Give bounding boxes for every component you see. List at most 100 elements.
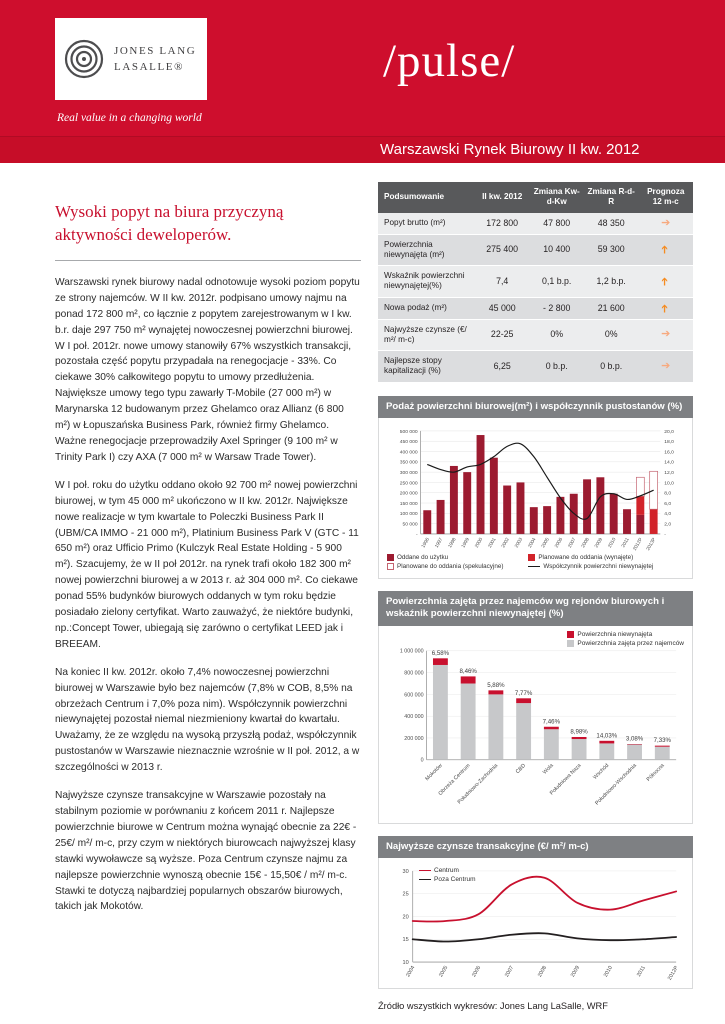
- svg-text:20: 20: [403, 915, 409, 921]
- svg-text:12,0: 12,0: [664, 470, 674, 476]
- svg-text:2007: 2007: [504, 965, 515, 978]
- summary-header-cell: Zmiana R-d-R: [583, 182, 639, 213]
- legend-label: Oddane do użytku: [397, 553, 449, 561]
- svg-text:7,77%: 7,77%: [515, 690, 533, 697]
- svg-text:2005: 2005: [540, 537, 551, 549]
- svg-text:-: -: [416, 533, 418, 538]
- summary-cell: Powierzchnia niewynajęta (m²): [378, 234, 475, 266]
- article-paragraph: W I poł. roku do użytku oddano około 92 …: [55, 479, 359, 650]
- legend-item: Powierzchnia niewynajęta: [567, 630, 684, 638]
- svg-text:CBD: CBD: [515, 762, 527, 774]
- rents-chart-block: Najwyższe czynsze transakcyjne (€/ m²/ m…: [378, 835, 693, 990]
- svg-text:Wschód: Wschód: [592, 763, 610, 781]
- svg-text:200 000: 200 000: [400, 491, 418, 497]
- rents-chart: 10 15 20 25 30 2004 2005 2006 2007 2008 2009 2010 20…: [378, 858, 693, 990]
- summary-row: Nowa podaż (m²) 45 000- 2 800 21 600 ➔: [378, 297, 693, 320]
- rents-chart-title: Najwyższe czynsze transakcyjne (€/ m²/ m…: [378, 835, 693, 859]
- source-note: Źródło wszystkich wykresów: Jones Lang L…: [378, 1001, 608, 1012]
- svg-text:2012P: 2012P: [632, 537, 644, 552]
- svg-text:Mokotów: Mokotów: [424, 762, 443, 781]
- svg-text:2,0: 2,0: [664, 521, 671, 527]
- article-paragraph: Warszawski rynek biurowy nadal odnotowuj…: [55, 276, 360, 463]
- legend-swatch-icon: [419, 870, 431, 872]
- svg-text:2001: 2001: [487, 537, 498, 549]
- svg-text:2011: 2011: [636, 965, 647, 978]
- forecast-arrow-right-icon: ➔: [661, 359, 671, 372]
- svg-text:400 000: 400 000: [404, 714, 423, 720]
- svg-text:100 000: 100 000: [400, 511, 418, 517]
- svg-text:200 000: 200 000: [404, 736, 423, 742]
- rents-chart-legend: Centrum Poza Centrum: [419, 867, 476, 885]
- summary-header-cell: II kw. 2012: [474, 182, 530, 213]
- svg-text:1 000 000: 1 000 000: [400, 648, 424, 654]
- svg-text:2004: 2004: [405, 965, 416, 978]
- svg-text:50 000: 50 000: [403, 521, 418, 527]
- forecast-arrow-up-icon: ➔: [659, 276, 672, 286]
- summary-forecast-cell: ➔: [638, 297, 693, 320]
- svg-text:2005: 2005: [438, 965, 449, 978]
- svg-text:450 000: 450 000: [400, 439, 418, 445]
- summary-cell: 48 350: [583, 212, 639, 235]
- summary-cell: 0%: [529, 319, 584, 351]
- summary-header-row: Podsumowanie II kw. 2012 Zmiana Kw-d-Kw Zmi…: [378, 182, 693, 213]
- summary-cell: 0 b.p.: [529, 350, 584, 383]
- summary-header-cell: Zmiana Kw-d-Kw: [529, 182, 584, 213]
- summary-row: Najwyższe czynsze (€/ m²/ m-c) 22-25 0% 0% ➔: [378, 319, 693, 351]
- summary-cell: 0,1 b.p.: [529, 265, 584, 298]
- article-paragraph: Najwyższe czynsze transakcyjne w Warszaw…: [55, 790, 357, 913]
- report-title: Warszawski Rynek Biurowy II kw. 2012: [380, 141, 640, 158]
- svg-text:350 000: 350 000: [400, 460, 418, 466]
- svg-text:1998: 1998: [447, 537, 458, 549]
- svg-text:Północna: Północna: [646, 763, 666, 783]
- summary-cell: 0 b.p.: [583, 350, 639, 383]
- svg-text:15: 15: [403, 938, 409, 944]
- brand-tagline: Real value in a changing world: [57, 112, 202, 124]
- summary-header-cell: Podsumowanie: [378, 182, 475, 213]
- summary-cell: 45 000: [474, 297, 530, 320]
- svg-text:25: 25: [403, 892, 409, 898]
- supply-vacancy-chart-svg: - 50 000 100 000 150 000 200 000 250 000 300 0…: [400, 429, 674, 552]
- legend-label: Powierzchnia niewynajęta: [577, 630, 653, 638]
- legend-label: Poza Centrum: [434, 876, 476, 884]
- svg-text:6,58%: 6,58%: [432, 650, 450, 657]
- legend-swatch-icon: [528, 553, 536, 561]
- article-paragraph: Na koniec II kw. 2012r. około 7,4% nowoc…: [55, 666, 360, 774]
- svg-text:2002: 2002: [500, 537, 511, 549]
- svg-text:2009: 2009: [594, 537, 605, 549]
- svg-text:1996: 1996: [420, 537, 431, 549]
- jll-logo-line1: JONES LANG: [114, 44, 197, 57]
- svg-text:2000: 2000: [474, 537, 485, 549]
- svg-text:250 000: 250 000: [400, 480, 418, 486]
- svg-text:2006: 2006: [471, 965, 482, 978]
- summary-forecast-cell: ➔: [638, 234, 693, 266]
- summary-cell: 21 600: [583, 297, 639, 320]
- svg-text:2008: 2008: [580, 537, 591, 549]
- jll-logo-mark: [64, 39, 104, 79]
- svg-text:150 000: 150 000: [400, 501, 418, 507]
- article-headline: Wysoki popyt na biura przyczyną aktywnoś…: [55, 202, 284, 245]
- summary-cell: 59 300: [583, 234, 639, 266]
- svg-text:2007: 2007: [567, 537, 578, 549]
- svg-text:10,0: 10,0: [664, 480, 674, 486]
- summary-cell: 22-25: [474, 319, 530, 351]
- legend-item: Oddane do użytku: [387, 553, 522, 561]
- summary-cell: 0%: [583, 319, 639, 351]
- summary-cell: 275 400: [474, 234, 530, 266]
- article-column: Wysoki popyt na biura przyczyną aktywnoś…: [55, 163, 361, 1011]
- svg-text:300 000: 300 000: [400, 470, 418, 476]
- occupied-by-zone-chart-canvas: 0 200 000 400 000 600 000 800 000 1 000 000 6,…: [379, 631, 692, 821]
- summary-cell: Nowa podaż (m²): [378, 297, 475, 320]
- occupied-by-zone-chart-svg: 0 200 000 400 000 600 000 800 000 1 000 000 6,…: [400, 648, 677, 806]
- summary-header-cell: Prognoza 12 m-c: [638, 182, 693, 213]
- forecast-arrow-up-icon: ➔: [659, 303, 672, 313]
- svg-text:2013P: 2013P: [645, 537, 657, 552]
- legend-swatch-icon: [567, 630, 575, 638]
- zones-chart-legend: Powierzchnia niewynajęta Powierzchnia zaj…: [567, 630, 684, 649]
- data-column: Podsumowanie II kw. 2012 Zmiana Kw-d-Kw Zmi…: [378, 182, 693, 1011]
- zones-chart-title: Powierzchnia zajęta przez najemców wg re…: [378, 590, 693, 626]
- legend-label: Centrum: [434, 867, 459, 875]
- legend-swatch-icon: [387, 553, 394, 561]
- jll-logo-line2: LASALLE®: [114, 61, 185, 73]
- summary-cell: 10 400: [529, 234, 584, 266]
- svg-text:2004: 2004: [527, 537, 538, 549]
